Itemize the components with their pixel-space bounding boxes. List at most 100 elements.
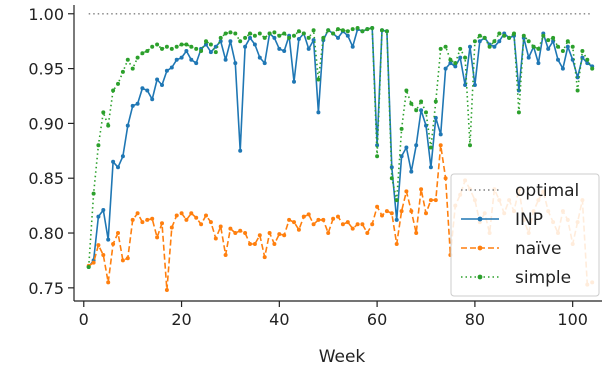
data-point <box>267 31 272 36</box>
y-tick-label: 1.00 <box>28 5 64 24</box>
data-point <box>370 26 375 30</box>
data-point <box>311 222 316 227</box>
data-point <box>257 31 262 36</box>
legend-marker <box>477 274 483 280</box>
data-point <box>164 68 169 73</box>
data-point <box>389 211 394 216</box>
data-point <box>223 31 228 36</box>
data-point <box>179 55 184 60</box>
data-point <box>91 260 96 265</box>
data-point <box>208 220 213 225</box>
data-point <box>526 55 531 60</box>
data-point <box>536 46 541 51</box>
data-point <box>292 220 296 225</box>
data-point <box>355 26 360 30</box>
x-ticks: 0 20 40 60 80 100 <box>79 301 588 329</box>
data-point <box>169 46 174 51</box>
data-point <box>546 46 551 51</box>
data-point <box>135 211 140 216</box>
data-point <box>125 57 130 62</box>
data-point <box>252 33 257 38</box>
data-point <box>140 51 145 56</box>
data-point <box>233 31 238 36</box>
data-point <box>228 39 233 44</box>
data-point <box>428 145 433 150</box>
data-point <box>585 57 590 62</box>
data-point <box>419 187 424 192</box>
data-point <box>199 49 204 53</box>
data-point <box>443 44 448 49</box>
data-point <box>140 220 145 225</box>
data-point <box>419 108 424 113</box>
data-point <box>120 69 125 74</box>
data-point <box>184 42 189 47</box>
data-point <box>243 35 248 40</box>
plot-area <box>86 13 595 292</box>
data-point <box>394 198 399 203</box>
data-point <box>238 148 243 153</box>
data-point <box>336 214 340 219</box>
legend-label: naïve <box>515 239 561 259</box>
data-point <box>560 66 565 71</box>
data-point <box>497 39 502 44</box>
data-point <box>414 108 419 113</box>
data-point <box>394 217 399 222</box>
data-point <box>331 31 336 36</box>
data-point <box>399 209 404 214</box>
data-point <box>399 126 404 131</box>
data-point <box>458 55 463 60</box>
data-point <box>570 44 575 49</box>
data-point <box>199 222 204 227</box>
data-point <box>91 191 96 196</box>
data-point <box>189 57 194 62</box>
data-point <box>560 49 565 53</box>
data-point <box>345 33 350 38</box>
data-point <box>86 265 91 269</box>
data-point <box>208 50 213 55</box>
data-point <box>585 61 590 66</box>
data-point <box>169 65 174 70</box>
data-point <box>135 101 140 106</box>
data-point <box>145 88 150 93</box>
data-point <box>243 44 248 49</box>
data-point <box>252 242 257 246</box>
data-point <box>267 231 272 235</box>
axes <box>73 5 602 302</box>
x-tick-label: 60 <box>367 310 387 329</box>
data-point <box>296 29 301 34</box>
data-point <box>155 77 160 82</box>
data-point <box>345 220 350 225</box>
data-point <box>287 35 292 40</box>
data-point <box>380 28 384 33</box>
data-point <box>409 101 414 106</box>
data-point <box>394 242 399 246</box>
data-point <box>556 44 560 49</box>
data-point <box>360 222 365 227</box>
data-point <box>292 33 296 38</box>
data-point <box>282 49 287 53</box>
data-point <box>164 288 169 292</box>
data-point <box>120 258 125 263</box>
data-point <box>404 189 409 194</box>
data-point <box>272 30 277 35</box>
data-point <box>556 57 560 62</box>
data-point <box>296 227 301 232</box>
data-point <box>160 221 164 226</box>
data-point <box>424 211 428 216</box>
data-point <box>326 231 331 235</box>
data-point <box>472 83 477 87</box>
data-point <box>292 79 296 84</box>
data-point <box>130 103 135 108</box>
data-point <box>487 44 492 49</box>
data-point <box>111 159 116 164</box>
data-point <box>546 38 551 43</box>
data-point <box>116 231 120 235</box>
data-point <box>101 110 106 115</box>
data-point <box>233 231 238 235</box>
data-point <box>433 99 438 104</box>
data-point <box>296 37 301 41</box>
data-point <box>223 57 228 62</box>
data-point <box>365 27 370 32</box>
data-point <box>213 236 218 241</box>
